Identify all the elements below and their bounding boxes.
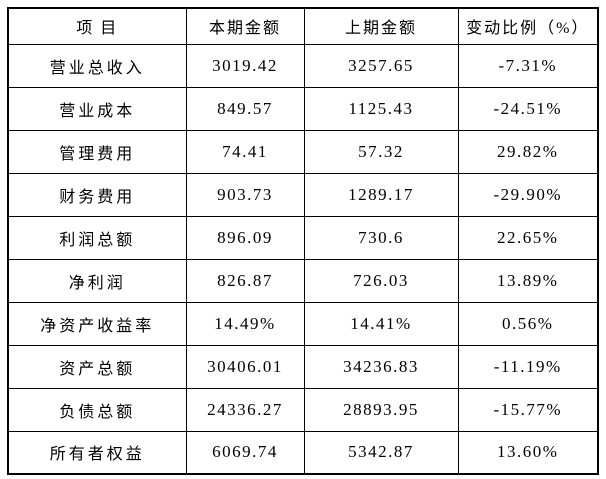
- cell-previous-amount: 5342.87: [303, 430, 459, 475]
- cell-previous-amount: 3257.65: [303, 43, 459, 88]
- cell-item: 净资产收益率: [7, 301, 187, 346]
- table-row: 净利润 826.87 726.03 13.89%: [7, 258, 599, 303]
- cell-change-percent: 13.89%: [457, 258, 599, 303]
- cell-current-amount: 896.09: [185, 215, 305, 260]
- column-header-previous: 上期金额: [303, 7, 459, 45]
- table-row: 营业成本 849.57 1125.43 -24.51%: [7, 86, 599, 131]
- cell-item: 利润总额: [7, 215, 187, 260]
- table-row: 利润总额 896.09 730.6 22.65%: [7, 215, 599, 260]
- cell-current-amount: 903.73: [185, 172, 305, 217]
- cell-item: 所有者权益: [7, 430, 187, 475]
- financial-table: 项 目 本期金额 上期金额 变动比例（%） 营业总收入 3019.42 3257.6…: [7, 7, 599, 475]
- cell-current-amount: 30406.01: [185, 344, 305, 389]
- cell-previous-amount: 1125.43: [303, 86, 459, 131]
- cell-current-amount: 14.49%: [185, 301, 305, 346]
- table-row: 管理费用 74.41 57.32 29.82%: [7, 129, 599, 174]
- cell-item: 管理费用: [7, 129, 187, 174]
- column-header-current: 本期金额: [185, 7, 305, 45]
- cell-current-amount: 24336.27: [185, 387, 305, 432]
- cell-item: 财务费用: [7, 172, 187, 217]
- cell-item: 资产总额: [7, 344, 187, 389]
- cell-previous-amount: 726.03: [303, 258, 459, 303]
- cell-previous-amount: 1289.17: [303, 172, 459, 217]
- table-row: 营业总收入 3019.42 3257.65 -7.31%: [7, 43, 599, 88]
- cell-current-amount: 826.87: [185, 258, 305, 303]
- cell-current-amount: 6069.74: [185, 430, 305, 475]
- cell-change-percent: 13.60%: [457, 430, 599, 475]
- cell-change-percent: 29.82%: [457, 129, 599, 174]
- cell-change-percent: -29.90%: [457, 172, 599, 217]
- cell-current-amount: 849.57: [185, 86, 305, 131]
- cell-change-percent: 22.65%: [457, 215, 599, 260]
- cell-change-percent: -11.19%: [457, 344, 599, 389]
- table-row: 净资产收益率 14.49% 14.41% 0.56%: [7, 301, 599, 346]
- table-row: 财务费用 903.73 1289.17 -29.90%: [7, 172, 599, 217]
- cell-item: 净利润: [7, 258, 187, 303]
- cell-change-percent: 0.56%: [457, 301, 599, 346]
- cell-item: 营业总收入: [7, 43, 187, 88]
- table-body: 营业总收入 3019.42 3257.65 -7.31% 营业成本 849.57 1125.…: [7, 43, 599, 475]
- table-row: 资产总额 30406.01 34236.83 -11.19%: [7, 344, 599, 389]
- table-row: 所有者权益 6069.74 5342.87 13.60%: [7, 430, 599, 475]
- column-header-change: 变动比例（%）: [457, 7, 599, 45]
- cell-item: 营业成本: [7, 86, 187, 131]
- cell-item: 负债总额: [7, 387, 187, 432]
- cell-change-percent: -7.31%: [457, 43, 599, 88]
- table-row: 负债总额 24336.27 28893.95 -15.77%: [7, 387, 599, 432]
- cell-previous-amount: 34236.83: [303, 344, 459, 389]
- cell-previous-amount: 57.32: [303, 129, 459, 174]
- header-row: 项 目 本期金额 上期金额 变动比例（%）: [7, 7, 599, 45]
- cell-previous-amount: 14.41%: [303, 301, 459, 346]
- cell-previous-amount: 730.6: [303, 215, 459, 260]
- column-header-item: 项 目: [7, 7, 187, 45]
- cell-previous-amount: 28893.95: [303, 387, 459, 432]
- cell-change-percent: -24.51%: [457, 86, 599, 131]
- cell-change-percent: -15.77%: [457, 387, 599, 432]
- cell-current-amount: 74.41: [185, 129, 305, 174]
- cell-current-amount: 3019.42: [185, 43, 305, 88]
